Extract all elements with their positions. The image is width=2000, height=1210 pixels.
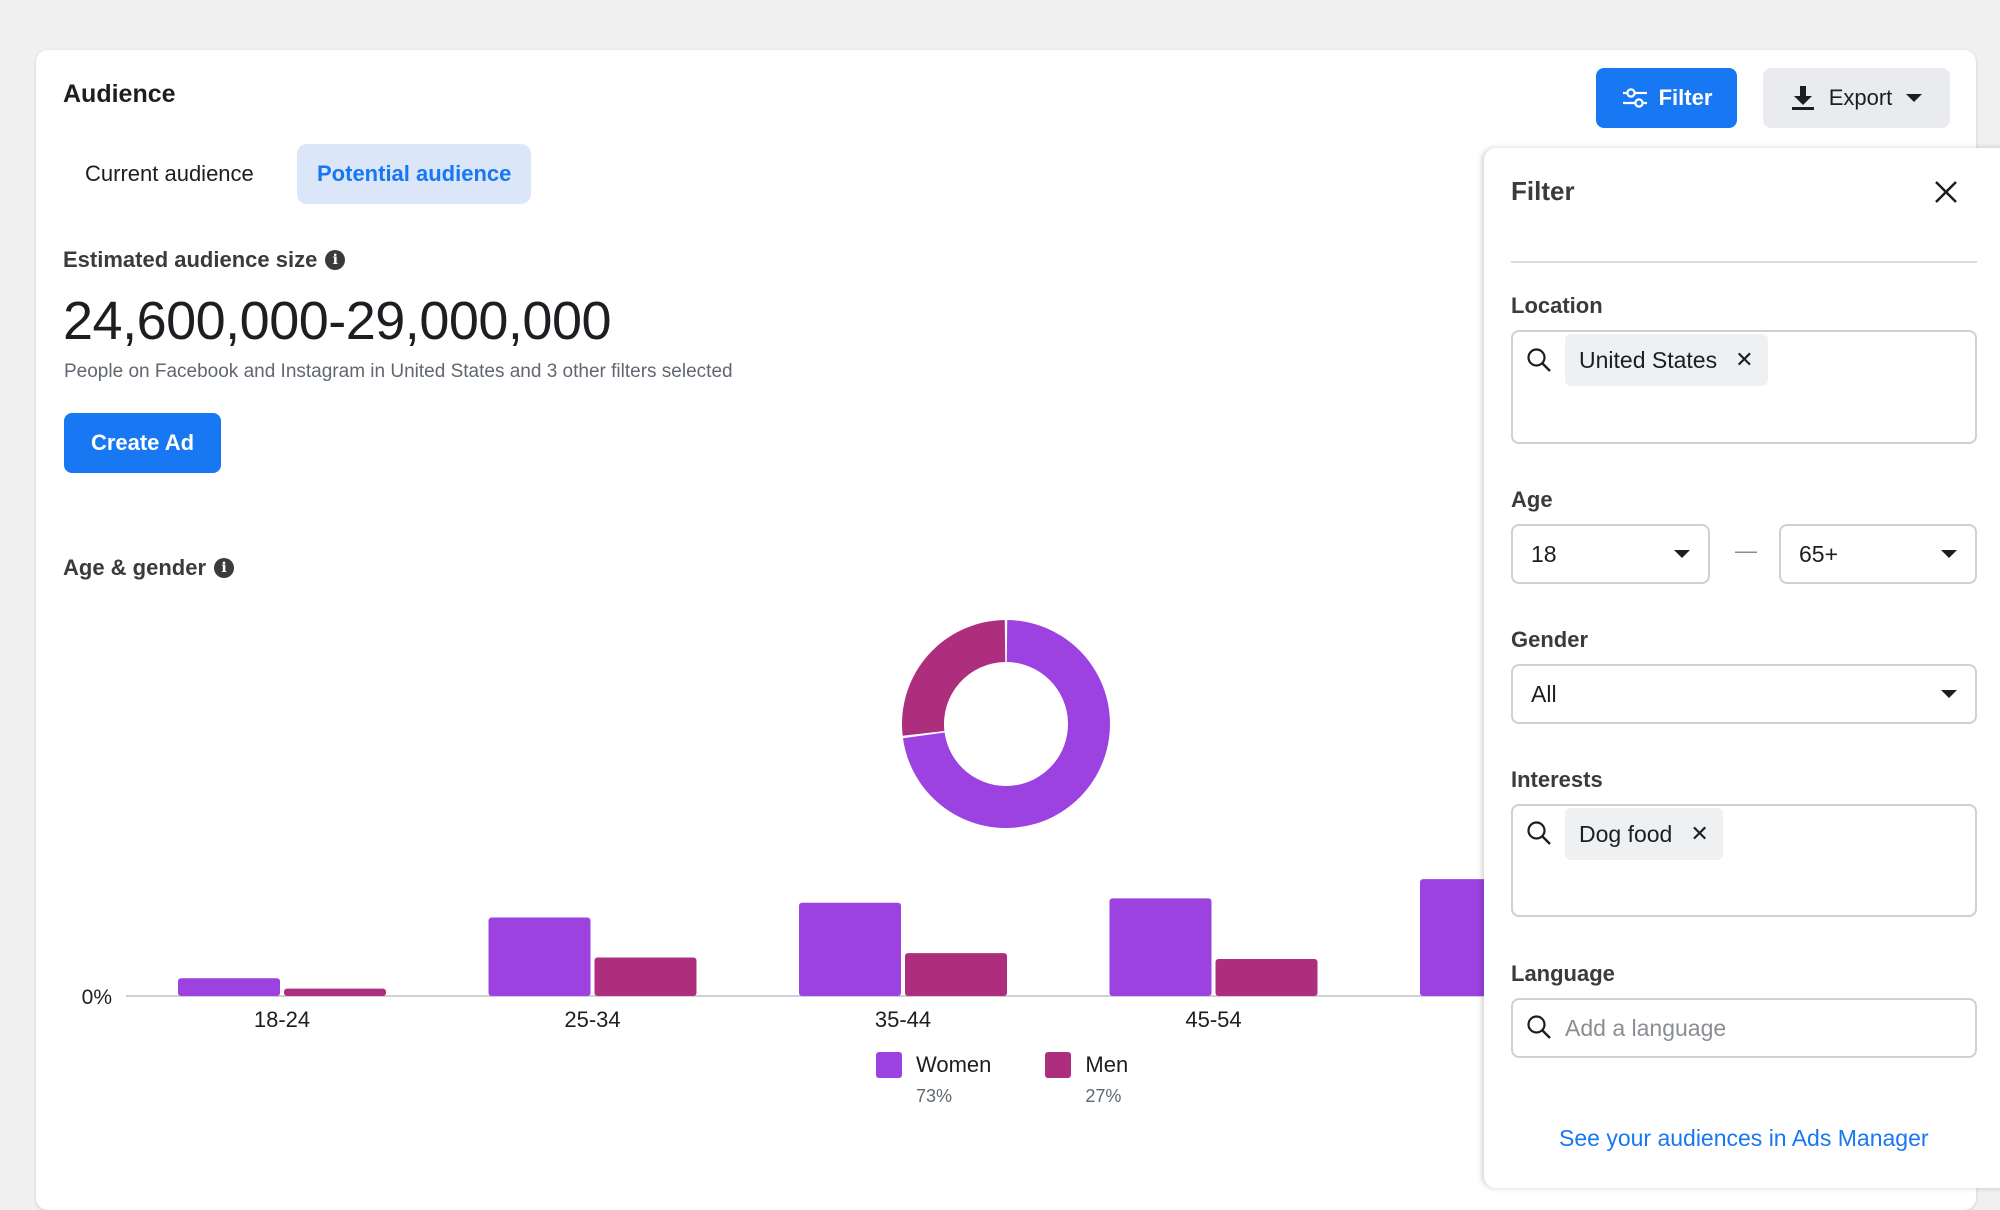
chevron-down-icon xyxy=(1674,550,1690,558)
location-chip-label: United States xyxy=(1579,346,1718,373)
age-min-select[interactable]: 18 xyxy=(1511,524,1710,584)
filter-button-label: Filter xyxy=(1658,85,1713,110)
donut-slice-women xyxy=(902,620,1110,828)
language-input[interactable] xyxy=(1511,998,1977,1058)
x-tick-label: 25-34 xyxy=(564,1007,620,1032)
export-button-label: Export xyxy=(1828,85,1893,110)
legend-label-women: Women xyxy=(916,1052,992,1077)
x-tick-label: 45-54 xyxy=(1185,1007,1241,1032)
tab-potential-audience[interactable]: Potential audience xyxy=(297,144,532,204)
age-label: Age xyxy=(1511,487,1553,512)
audience-size-value: 24,600,000-29,000,000 xyxy=(63,291,612,351)
chevron-down-icon xyxy=(1941,690,1957,698)
legend-item-women: Women 73% xyxy=(876,1052,991,1107)
gender-value: All xyxy=(1531,680,1557,707)
interests-chip-label: Dog food xyxy=(1579,820,1673,847)
y-tick-label: 0% xyxy=(82,986,112,1009)
audience-size-description: People on Facebook and Instagram in Unit… xyxy=(64,361,733,382)
chevron-down-icon xyxy=(1906,94,1923,102)
bar-men-25-34 xyxy=(594,957,697,996)
interests-chip: Dog food ✕ xyxy=(1565,808,1723,860)
ads-manager-link[interactable]: See your audiences in Ads Manager xyxy=(1559,1125,1929,1151)
page-title: Audience xyxy=(63,80,176,108)
estimated-size-heading: Estimated audience size i xyxy=(63,247,346,273)
filter-panel-title: Filter xyxy=(1511,176,1575,206)
age-max-value: 65+ xyxy=(1799,540,1839,567)
remove-chip-icon[interactable]: ✕ xyxy=(1735,347,1754,372)
bar-men-35-44 xyxy=(905,953,1007,996)
interests-label: Interests xyxy=(1511,767,1603,792)
estimated-size-label: Estimated audience size xyxy=(63,247,318,272)
info-icon[interactable]: i xyxy=(325,250,346,270)
age-min-value: 18 xyxy=(1531,540,1557,567)
legend-label-men: Men xyxy=(1085,1052,1129,1077)
bar-women-18-24 xyxy=(178,978,280,996)
bar-women-35-44 xyxy=(799,902,901,996)
search-icon xyxy=(1527,1015,1551,1039)
gender-select[interactable]: All xyxy=(1511,664,1977,724)
age-max-select[interactable]: 65+ xyxy=(1779,524,1977,584)
bar-men-45-54 xyxy=(1215,959,1318,996)
download-icon xyxy=(1791,86,1814,110)
legend-item-men: Men 27% xyxy=(1045,1052,1128,1107)
remove-chip-icon[interactable]: ✕ xyxy=(1690,821,1709,846)
location-chip: United States ✕ xyxy=(1565,334,1768,386)
age-gender-label: Age & gender xyxy=(63,555,207,580)
chevron-down-icon xyxy=(1941,550,1957,558)
location-label: Location xyxy=(1511,293,1603,318)
bar-men-18-24 xyxy=(284,988,386,996)
donut-slice-men xyxy=(901,620,1006,736)
filter-sliders-icon xyxy=(1622,88,1647,108)
x-tick-label: 18-24 xyxy=(254,1007,310,1032)
search-icon xyxy=(1527,348,1551,372)
create-ad-button[interactable]: Create Ad xyxy=(64,413,221,473)
men-swatch xyxy=(1045,1052,1072,1078)
filter-button[interactable]: Filter xyxy=(1596,68,1737,128)
age-gender-heading: Age & gender i xyxy=(63,555,235,581)
filter-panel-divider xyxy=(1511,261,1977,263)
tab-current-audience[interactable]: Current audience xyxy=(85,161,254,186)
search-icon xyxy=(1527,821,1551,845)
age-range-separator: — xyxy=(1735,538,1757,563)
bar-women-25-34 xyxy=(488,917,591,996)
bar-women-55-64 xyxy=(1420,879,1484,996)
gender-label: Gender xyxy=(1511,627,1589,652)
legend-pct-men: 27% xyxy=(1085,1086,1122,1106)
export-button[interactable]: Export xyxy=(1763,68,1950,128)
chart-legend: Women 73% Men 27% xyxy=(876,1052,1128,1107)
language-label: Language xyxy=(1511,961,1615,986)
women-swatch xyxy=(876,1052,902,1078)
legend-pct-women: 73% xyxy=(916,1086,953,1106)
x-tick-label: 35-44 xyxy=(875,1007,931,1032)
close-icon[interactable] xyxy=(1930,176,1962,208)
bar-women-45-54 xyxy=(1109,898,1212,996)
language-placeholder: Add a language xyxy=(1565,1015,1727,1041)
info-icon[interactable]: i xyxy=(214,558,235,578)
